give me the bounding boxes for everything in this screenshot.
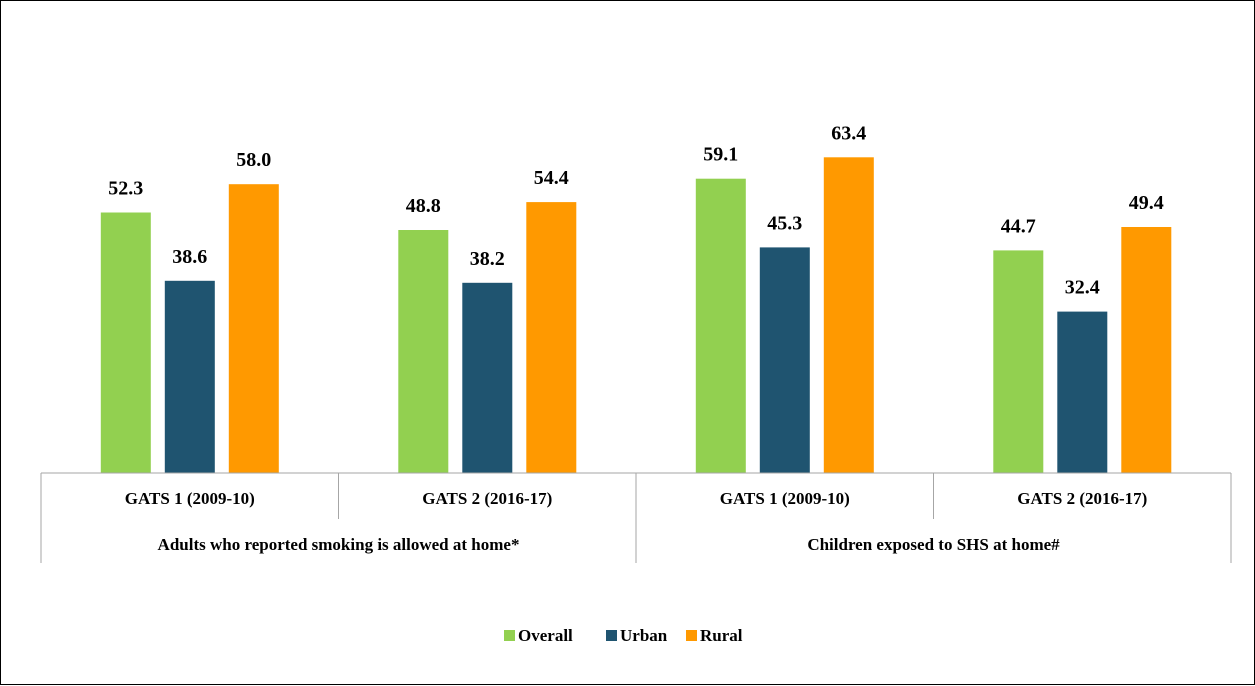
legend-label-urban: Urban [620, 626, 668, 645]
category-label-0: GATS 1 (2009-10) [125, 489, 255, 508]
bar-urban-2 [759, 247, 810, 473]
bar-overall-0 [100, 212, 151, 473]
value-label-rural-2: 63.4 [831, 122, 866, 144]
value-label-rural-0: 58.0 [236, 149, 271, 171]
bar-urban-3 [1057, 311, 1108, 473]
bar-urban-1 [462, 282, 513, 473]
bar-urban-0 [164, 280, 215, 473]
value-label-urban-0: 38.6 [172, 246, 207, 268]
group-label-1: Children exposed to SHS at home# [807, 535, 1060, 554]
legend-label-rural: Rural [700, 626, 743, 645]
value-label-rural-3: 49.4 [1129, 192, 1164, 214]
value-label-urban-1: 38.2 [470, 248, 505, 270]
value-labels-layer: 52.3 38.6 58.0 48.8 38.2 54.4 59.1 45.3 63.4 44.7… [108, 122, 1164, 298]
value-label-overall-0: 52.3 [108, 178, 143, 200]
group-label-0: Adults who reported smoking is allowed a… [158, 535, 520, 554]
bar-overall-1 [398, 230, 449, 473]
category-labels-layer: GATS 1 (2009-10) GATS 2 (2016-17) GATS 1 (… [125, 489, 1148, 508]
category-label-3: GATS 2 (2016-17) [1017, 489, 1147, 508]
legend-label-overall: Overall [518, 626, 573, 645]
legend-swatch-rural [686, 630, 697, 641]
bar-rural-2 [823, 157, 874, 474]
bar-rural-0 [228, 184, 279, 473]
category-label-2: GATS 1 (2009-10) [720, 489, 850, 508]
value-label-overall-1: 48.8 [406, 195, 441, 217]
value-label-overall-2: 59.1 [703, 144, 738, 166]
bar-rural-3 [1121, 227, 1172, 473]
legend: Overall Urban Rural [504, 626, 743, 645]
category-label-1: GATS 2 (2016-17) [422, 489, 552, 508]
bar-overall-3 [993, 250, 1044, 473]
group-labels-layer: Adults who reported smoking is allowed a… [158, 535, 1061, 554]
bar-rural-1 [526, 202, 577, 473]
legend-swatch-urban [606, 630, 617, 641]
value-label-urban-2: 45.3 [767, 212, 802, 234]
bars-layer [100, 157, 1172, 474]
legend-swatch-overall [504, 630, 515, 641]
value-label-rural-1: 54.4 [534, 167, 569, 189]
value-label-overall-3: 44.7 [1001, 215, 1036, 237]
category-axis [40, 472, 1232, 563]
bar-overall-2 [695, 178, 746, 473]
value-label-urban-3: 32.4 [1065, 277, 1100, 299]
